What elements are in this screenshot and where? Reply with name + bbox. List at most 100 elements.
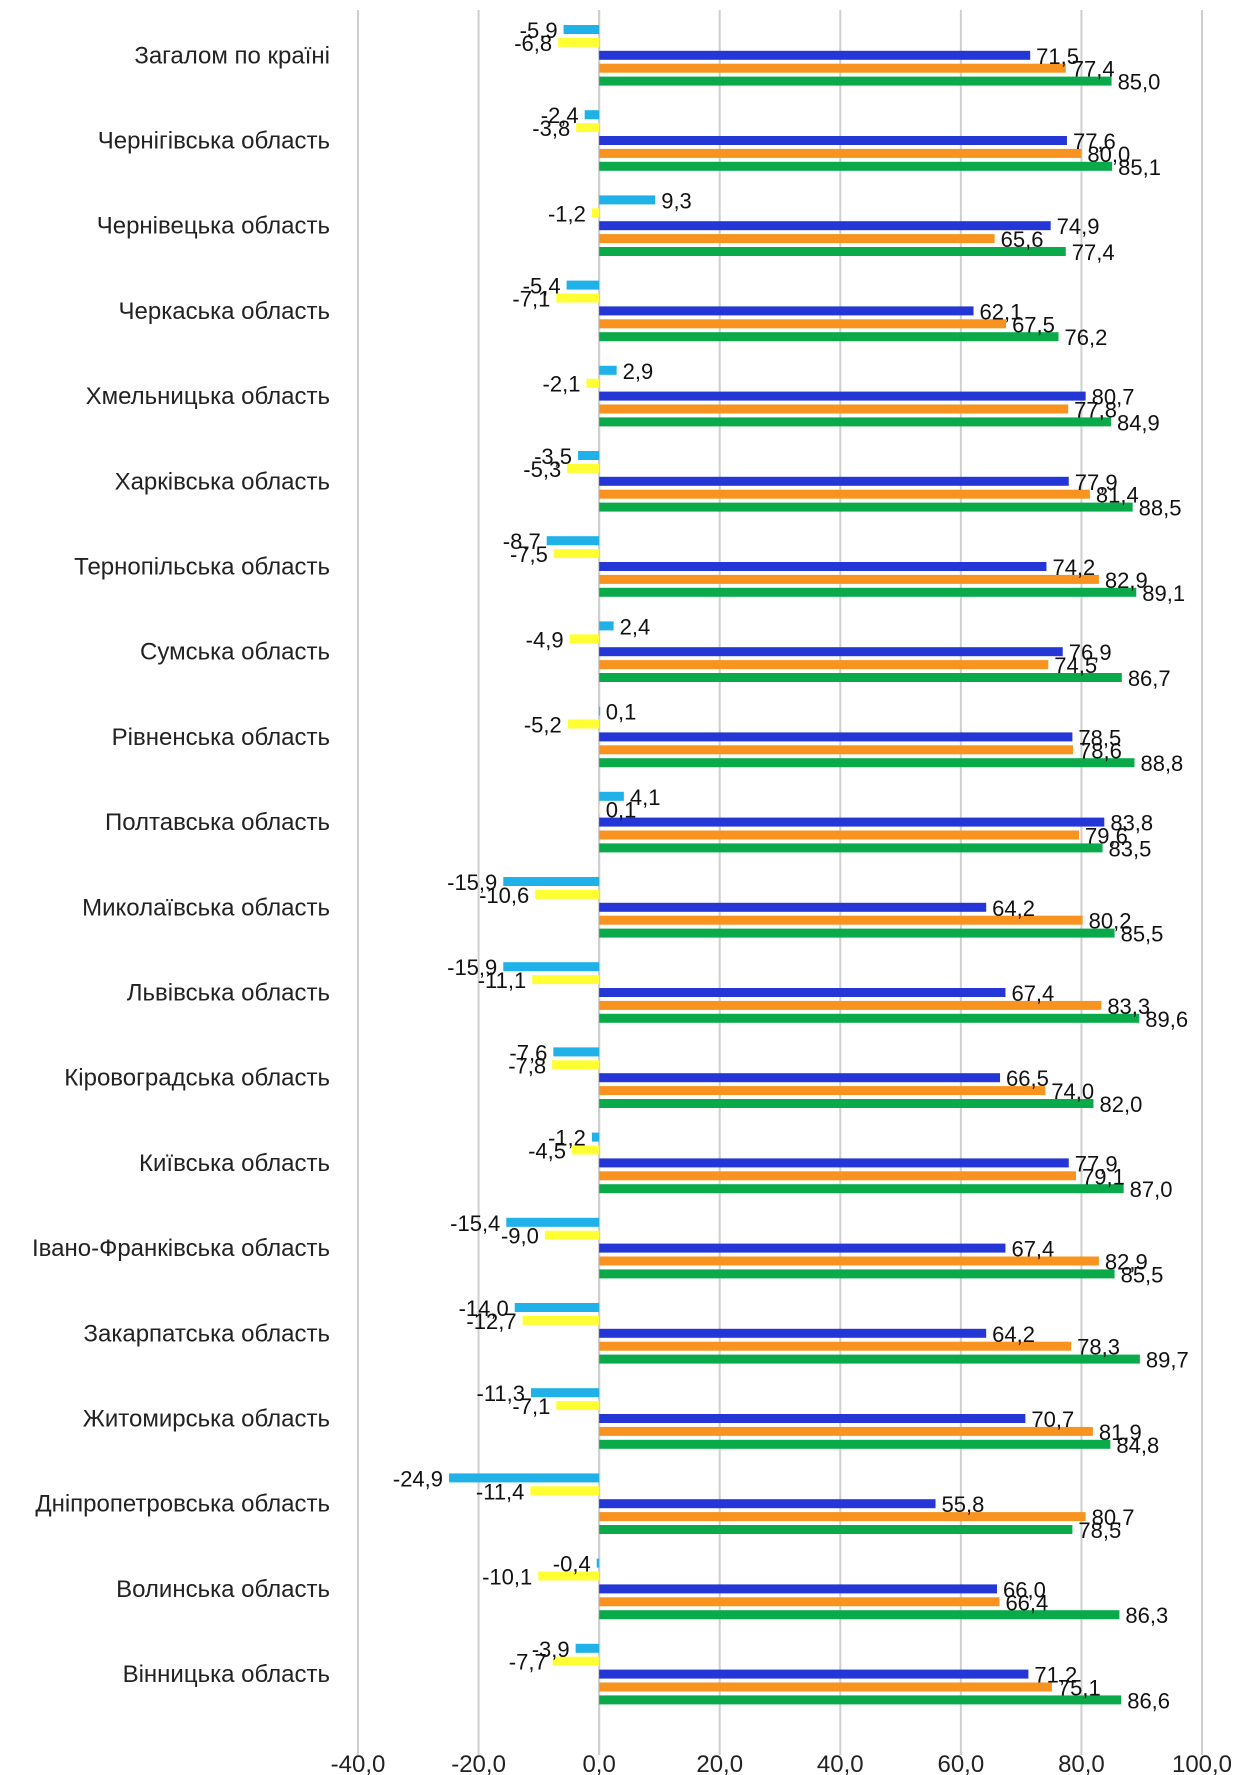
category-label: Закарпатська область <box>83 1320 330 1347</box>
bar <box>567 463 600 473</box>
bar <box>599 660 1049 670</box>
data-label: 82,0 <box>1099 1092 1142 1117</box>
bar <box>599 1682 1052 1692</box>
data-label: 86,6 <box>1127 1688 1170 1713</box>
x-tick-label: 100,0 <box>1172 1751 1232 1775</box>
data-label: 79,6 <box>1085 824 1128 849</box>
bar <box>522 1315 600 1325</box>
category-label: Рівненська область <box>112 724 330 751</box>
data-label: 77,8 <box>1074 398 1117 423</box>
data-label: -4,9 <box>526 627 564 652</box>
data-label: 82,9 <box>1105 568 1148 593</box>
data-label: 76,2 <box>1065 325 1108 350</box>
data-label: 66,4 <box>1005 1590 1048 1615</box>
data-label: -24,9 <box>393 1466 443 1491</box>
data-label: 70,7 <box>1031 1407 1074 1432</box>
bar <box>514 1303 600 1312</box>
bar <box>566 280 600 290</box>
data-label: -3,9 <box>532 1637 570 1662</box>
category-label: Харківська область <box>115 468 330 495</box>
data-label: 86,3 <box>1125 1603 1168 1628</box>
bar <box>599 574 1099 584</box>
category-label: Чернігівська область <box>98 128 330 155</box>
category-labels: Загалом по країні Чернігівська область Чер… <box>32 42 330 1688</box>
data-label: 80,2 <box>1089 909 1132 934</box>
data-label: -8,7 <box>503 529 541 554</box>
bar <box>599 332 1059 342</box>
data-label: 83,8 <box>1110 811 1153 836</box>
bar <box>575 1643 600 1653</box>
bar <box>599 1669 1029 1679</box>
bar <box>599 791 624 801</box>
data-label: 0,1 <box>606 700 637 725</box>
data-label: 85,1 <box>1118 155 1161 180</box>
bar <box>503 877 600 886</box>
data-label: 77,4 <box>1072 240 1115 265</box>
data-label: -14,0 <box>459 1296 509 1321</box>
data-label: -11,3 <box>477 1381 526 1406</box>
bar <box>506 1217 600 1227</box>
data-label: 88,5 <box>1139 496 1182 521</box>
category-label: Житомирська область <box>83 1406 330 1433</box>
bar <box>449 1473 600 1483</box>
bar <box>599 136 1067 145</box>
bar <box>599 988 1006 997</box>
bar <box>578 451 600 460</box>
bar <box>552 1060 600 1070</box>
data-label: 75,1 <box>1058 1676 1101 1701</box>
data-label: 84,8 <box>1116 1433 1159 1458</box>
bar <box>599 732 1073 742</box>
bar <box>599 76 1112 86</box>
data-label: 83,5 <box>1109 836 1152 861</box>
data-label: 85,5 <box>1121 1262 1164 1287</box>
data-label: 84,9 <box>1117 410 1160 435</box>
data-label: -7,1 <box>512 287 550 312</box>
bar <box>599 1439 1111 1449</box>
data-label: 80,7 <box>1092 385 1135 410</box>
x-tick-label: -40,0 <box>331 1751 386 1775</box>
data-label: 78,6 <box>1079 738 1122 763</box>
data-label: 78,5 <box>1078 725 1121 750</box>
bar <box>599 247 1066 256</box>
category-label: Вінницька область <box>123 1661 330 1688</box>
data-label: 89,7 <box>1146 1348 1189 1373</box>
data-label: 0,1 <box>606 798 637 823</box>
data-label: -7,7 <box>509 1650 547 1675</box>
data-label: 81,4 <box>1096 483 1139 508</box>
bar <box>572 1145 600 1155</box>
bar <box>599 1000 1102 1010</box>
bar <box>599 1328 987 1338</box>
bar <box>556 1401 600 1411</box>
data-label: 71,2 <box>1034 1663 1077 1688</box>
x-tick-label: 20,0 <box>696 1751 743 1775</box>
category-label: Львівська область <box>127 980 330 1007</box>
data-label: 77,6 <box>1073 129 1116 154</box>
bar <box>599 915 1083 925</box>
bar <box>567 719 600 729</box>
bar <box>576 123 600 133</box>
bar <box>599 830 1080 840</box>
data-label: -3,8 <box>532 116 570 141</box>
bars <box>449 25 1140 1705</box>
data-label: -9,0 <box>501 1224 539 1249</box>
data-label: -7,5 <box>510 542 548 567</box>
bar <box>599 745 1073 755</box>
bar <box>599 621 614 631</box>
bar <box>584 110 600 120</box>
data-label: 67,5 <box>1012 312 1055 337</box>
bar <box>599 1184 1124 1194</box>
bar <box>599 221 1051 231</box>
bar <box>503 962 600 972</box>
data-label: -2,1 <box>543 372 581 397</box>
data-label: 67,4 <box>1011 981 1054 1006</box>
bar <box>599 758 1135 768</box>
bar <box>569 634 600 644</box>
bar <box>532 975 600 985</box>
bar <box>599 476 1069 486</box>
bar <box>563 25 600 34</box>
data-label: 81,9 <box>1099 1420 1142 1445</box>
bar <box>599 319 1007 329</box>
category-label: Тернопільська область <box>74 554 330 581</box>
data-label: 74,9 <box>1057 214 1100 239</box>
